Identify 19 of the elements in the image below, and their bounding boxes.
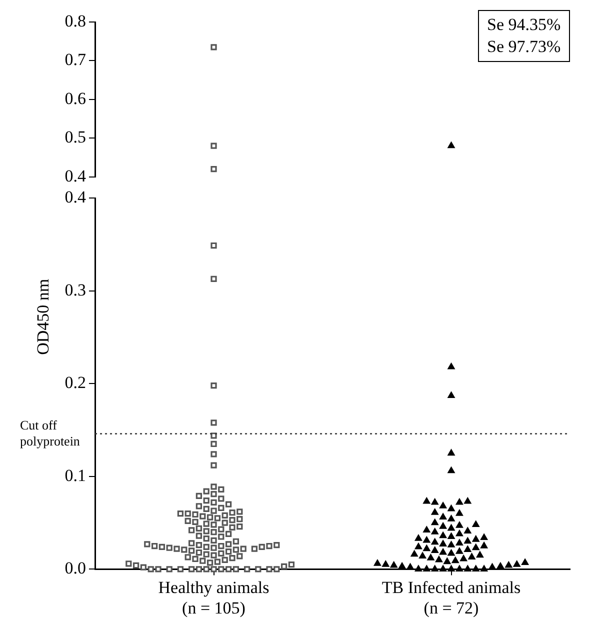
x-tick-label: TB Infected animals (n = 72) [382, 578, 521, 618]
y-tick-label: 0.4 [64, 188, 86, 207]
y-tick-label: 0.6 [64, 88, 86, 108]
annotation: Se 94.35% [487, 15, 561, 34]
y-tick-label: 0.2 [64, 373, 86, 392]
y-tick-label: 0.8 [64, 11, 86, 30]
y-tick-label: 0.1 [64, 466, 86, 485]
ref-line-label: Cut off polyprotein [20, 418, 80, 449]
y-tick-label: 0.0 [64, 558, 86, 578]
x-tick-label: Healthy animals (n = 105) [158, 578, 270, 618]
annotation: Se 97.73% [487, 37, 561, 56]
y-axis-title: OD450 nm [33, 278, 52, 355]
point [210, 166, 217, 172]
y-tick-label: 0.5 [64, 128, 86, 147]
point [210, 142, 217, 149]
y-tick-label: 0.4 [64, 166, 86, 186]
y-tick-label: 0.7 [64, 50, 86, 70]
y-tick-label: 0.3 [64, 280, 86, 300]
point [210, 44, 217, 50]
